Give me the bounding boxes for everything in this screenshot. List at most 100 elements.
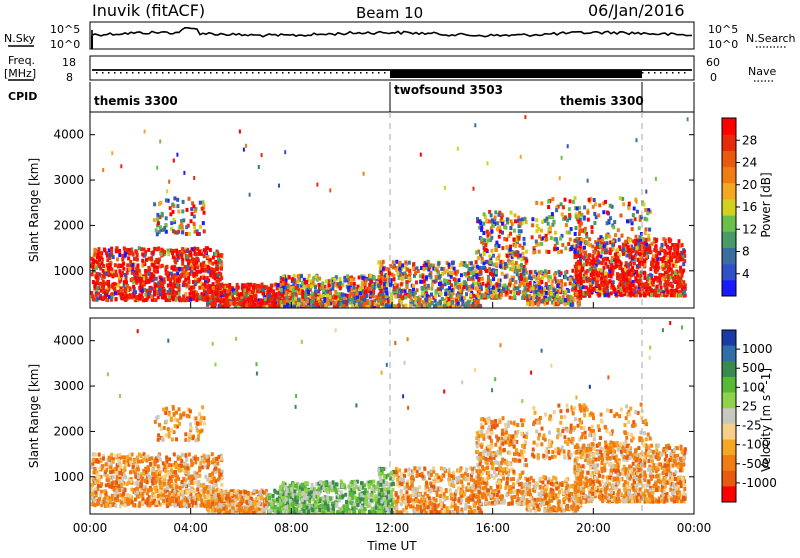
scatter-cell	[447, 302, 450, 306]
scatter-cell	[541, 220, 544, 224]
scatter-cell	[256, 289, 259, 293]
scatter-cell	[393, 287, 396, 291]
scatter-cell	[120, 274, 123, 278]
scatter-cell	[664, 242, 667, 246]
nave-dot	[228, 72, 230, 74]
scatter-cell	[148, 257, 151, 261]
scatter-cell	[495, 241, 498, 245]
scatter-cell	[604, 293, 607, 297]
scatter-cell	[180, 298, 183, 302]
scatter-cell	[356, 292, 359, 296]
scatter-cell	[481, 257, 484, 261]
nsearch-tick-top: 10^5	[708, 23, 738, 36]
scatter-cell	[593, 250, 596, 254]
scatter-cell	[588, 243, 591, 247]
scatter-cell	[399, 289, 402, 293]
scatter-cell	[178, 288, 181, 292]
scatter-cell	[580, 229, 583, 233]
scatter-cell	[608, 270, 611, 274]
scatter-cell	[521, 296, 524, 300]
scatter-cell	[569, 238, 572, 242]
scatter-cell	[646, 276, 649, 280]
scatter-cell	[377, 296, 380, 300]
scatter-cell	[131, 263, 134, 267]
scatter-cell	[567, 289, 570, 293]
scatter-cell	[183, 274, 186, 278]
nave-dot	[654, 72, 656, 74]
scatter-cell	[399, 294, 402, 298]
scatter-cell	[167, 252, 170, 256]
scatter-cell	[405, 280, 408, 284]
scatter-cell	[632, 269, 635, 273]
scatter-cell	[392, 260, 395, 264]
scatter-cell	[382, 299, 385, 303]
scatter-cell	[124, 289, 127, 293]
scatter-cell	[386, 291, 389, 295]
scatter-cell	[535, 201, 538, 205]
scatter-cell	[525, 259, 528, 263]
scatter-cell	[186, 266, 189, 270]
scatter-cell	[346, 274, 349, 278]
scatter-cell	[514, 219, 517, 223]
scatter-cell	[522, 269, 525, 273]
scatter-cell	[138, 286, 141, 290]
scatter-cell	[201, 263, 204, 267]
scatter-cell	[131, 271, 134, 275]
scatter-cell	[571, 303, 574, 307]
scatter-cell	[471, 266, 474, 270]
scatter-cell	[514, 252, 517, 256]
scatter-cell	[341, 293, 344, 297]
scatter-cell	[654, 292, 657, 296]
scatter-cell	[254, 298, 257, 302]
scatter-cell	[556, 241, 559, 245]
scatter-cell	[645, 287, 648, 291]
scatter-cell	[608, 274, 611, 278]
scatter-cell	[682, 280, 685, 284]
scatter-cell	[374, 302, 377, 306]
colorbar-tick-label: 24	[742, 156, 757, 170]
scatter-cell	[123, 280, 126, 284]
scatter-cell	[498, 283, 501, 287]
scatter-cell	[610, 259, 613, 263]
scatter-cell	[527, 288, 530, 292]
scatter-cell	[332, 300, 335, 304]
nave-dot	[126, 72, 128, 74]
scatter-cell	[283, 300, 286, 304]
scatter-cell	[306, 299, 309, 303]
scatter-cell	[143, 248, 146, 252]
scatter-cell	[98, 258, 101, 262]
scatter-cell	[252, 289, 255, 293]
scatter-cell	[516, 286, 519, 290]
scatter-cell	[489, 272, 492, 276]
scatter-cell	[157, 221, 160, 225]
scatter-cell	[294, 297, 297, 301]
scatter-cell	[270, 298, 273, 302]
scatter-cell	[606, 257, 609, 261]
scatter-cell	[440, 267, 443, 271]
scatter-cell	[200, 489, 203, 493]
scatter-cell	[110, 249, 113, 253]
scatter-cell	[564, 290, 567, 294]
scatter-cell	[547, 270, 550, 274]
scatter-cell	[358, 276, 361, 280]
scatter-cell	[606, 289, 609, 293]
scatter-cell	[520, 263, 523, 267]
nave-dot	[342, 72, 344, 74]
scatter-cell	[606, 265, 609, 269]
scatter-cell	[114, 297, 117, 301]
scatter-cell	[462, 303, 465, 307]
scatter-cell	[122, 267, 125, 271]
scatter-cell	[600, 277, 603, 281]
nave-dot	[360, 72, 362, 74]
scatter-cell	[173, 159, 175, 163]
nave-dot	[330, 72, 332, 74]
scatter-cell	[626, 282, 629, 286]
scatter-cell	[206, 297, 209, 301]
scatter-cell	[99, 251, 102, 255]
scatter-cell	[483, 262, 486, 266]
scatter-cell	[544, 274, 547, 278]
scatter-cell	[652, 278, 655, 282]
nave-dot	[174, 72, 176, 74]
scatter-cell	[265, 285, 268, 289]
scatter-cell	[553, 247, 556, 251]
